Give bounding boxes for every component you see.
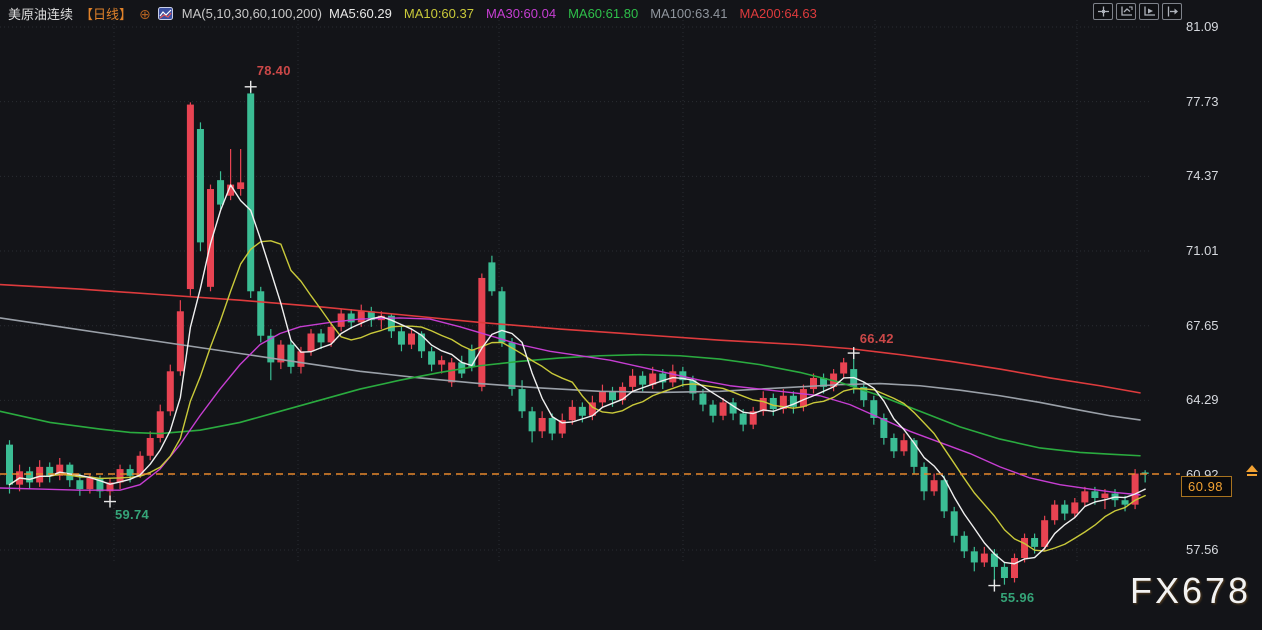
mini-chart-icon[interactable] [157,7,173,20]
ma-value-label: MA100:63.41 [650,6,728,21]
goto-latest-icon[interactable] [1162,3,1182,20]
price-annotation: 66.42 [859,331,894,347]
watermark: FX678 [1130,570,1252,611]
price-annotation: 55.96 [1000,589,1035,605]
zoom-axis-icon[interactable] [1116,3,1136,20]
ma-group-label: MA(5,10,30,60,100,200) [181,6,322,21]
last-price-value: 60.98 [1188,479,1224,494]
price-annotation: 59.74 [115,506,150,522]
symbol-title: 美原油连续 [8,7,74,22]
latest-price-arrow-icon[interactable] [1246,465,1258,477]
ma-value-label: MA60:61.80 [568,6,639,21]
ma-value-label: MA200:64.63 [739,6,817,21]
playback-axis-icon[interactable] [1139,3,1159,20]
chart-toolbar [1093,3,1182,20]
ma-value-label: MA30:60.04 [485,6,557,21]
period-tag: 【日线】 [80,7,133,22]
last-price-label: 60.98 [1181,476,1233,497]
ma-value-label: MA5:60.29 [328,6,392,21]
ma-values: MA5:60.29 MA10:60.37 MA30:60.04 MA60:61.80 M… [329,6,829,21]
add-indicator-icon[interactable]: ⊕ [139,5,151,22]
price-annotation: 78.40 [256,62,291,78]
ma-value-label: MA10:60.37 [403,6,474,21]
chart-header: 美原油连续 【日线】 ⊕ MA(5,10,30,60,100,200) MA5:… [8,4,829,23]
crosshair-move-icon[interactable] [1093,3,1113,20]
